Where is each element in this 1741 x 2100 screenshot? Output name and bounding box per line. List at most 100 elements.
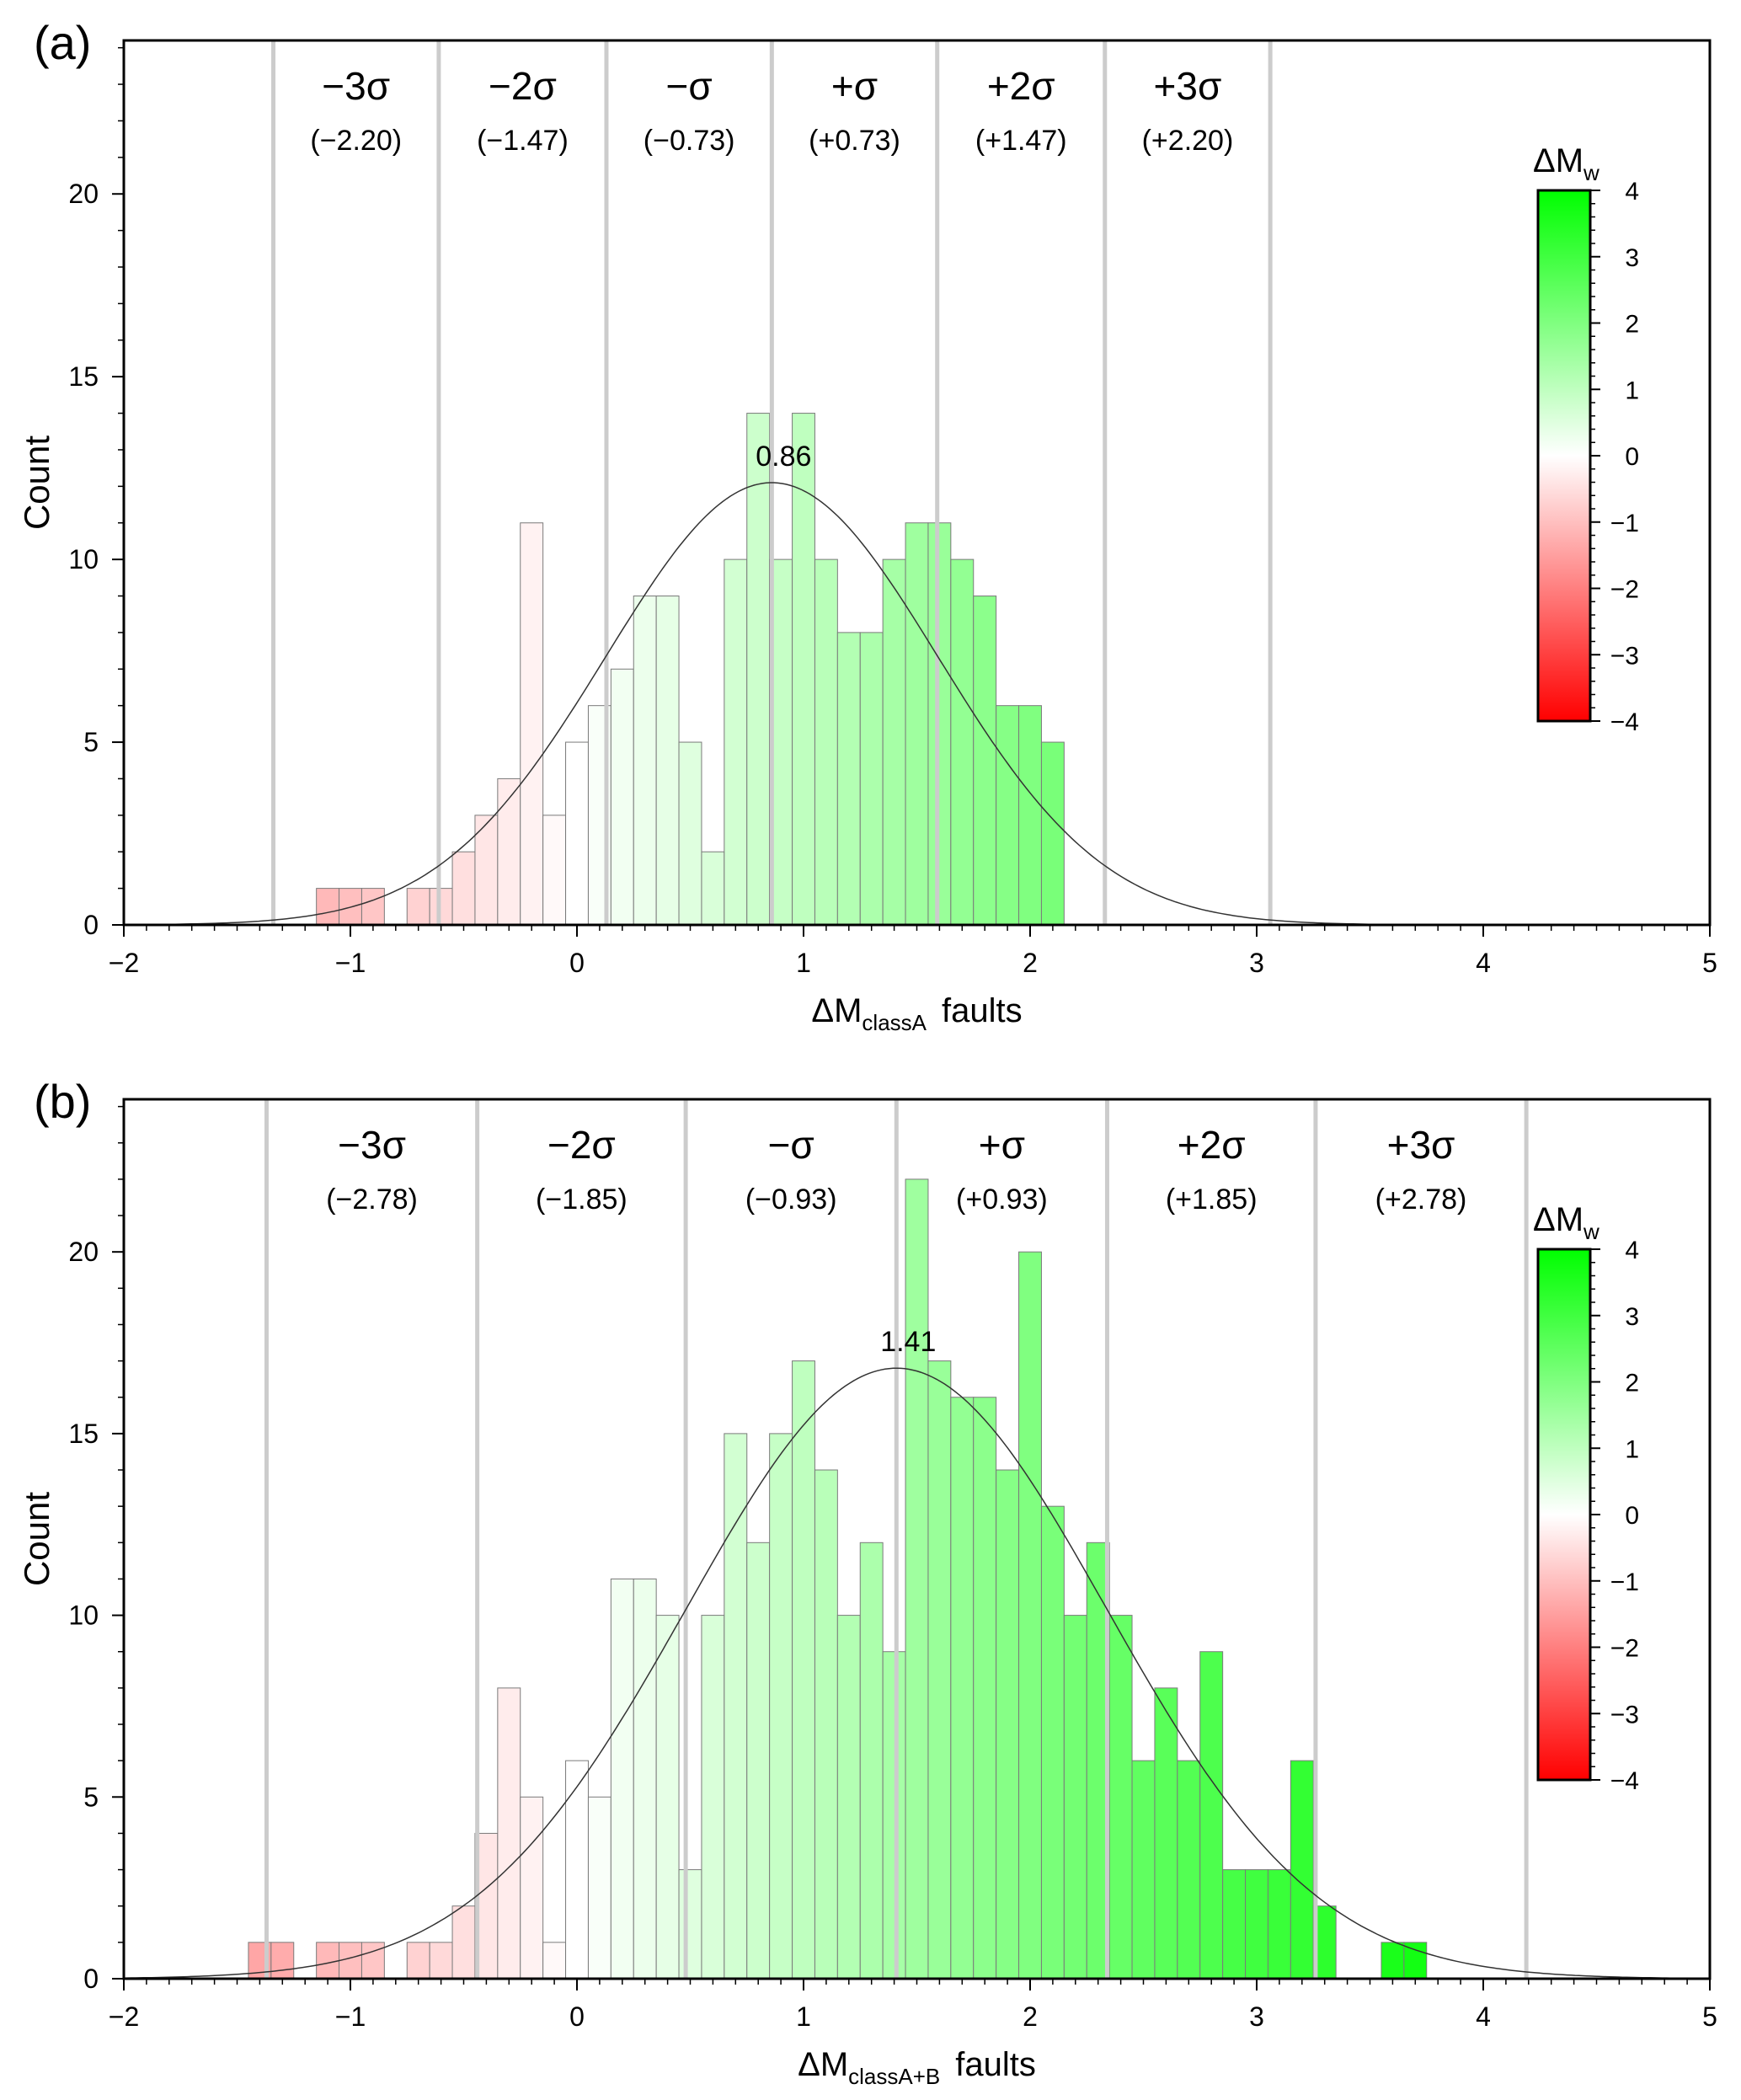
histogram-bar <box>655 596 680 926</box>
histogram-bar <box>1290 1760 1314 1980</box>
histogram-bar <box>1040 741 1065 926</box>
panel-label: (b) <box>34 1075 91 1128</box>
histogram-bar <box>360 1942 385 1980</box>
histogram-bar <box>882 558 906 926</box>
histogram-bar <box>746 1542 771 1980</box>
y-axis-label: Count <box>17 1492 56 1586</box>
histogram-bar <box>678 741 702 926</box>
histogram-bar <box>701 851 725 926</box>
sigma-band-label: +3σ <box>1387 1123 1455 1167</box>
x-tick-label: 3 <box>1249 2001 1264 2032</box>
histogram-bar <box>339 1942 362 1980</box>
histogram-bar <box>746 413 771 926</box>
x-tick-label: 0 <box>569 2001 585 2032</box>
x-tick-label: 0 <box>569 948 585 978</box>
histogram-bar <box>1245 1869 1268 1980</box>
histogram-bar <box>610 668 634 926</box>
histogram-bar <box>927 1360 952 1980</box>
histogram-bar <box>1018 1251 1042 1980</box>
sigma-band-value: (+1.85) <box>1166 1184 1258 1216</box>
histogram-bar <box>474 815 499 926</box>
colorbar-tick-label: 4 <box>1625 178 1639 206</box>
sigma-band-value: (+0.73) <box>809 125 900 157</box>
histogram-bar <box>1154 1687 1178 1980</box>
x-axis-label-tail: faults <box>955 2046 1036 2083</box>
sigma-band-label: +2σ <box>987 64 1055 108</box>
histogram-bar <box>859 1542 884 1980</box>
histogram-bar <box>905 1178 929 1980</box>
histogram-bar <box>996 1469 1020 1980</box>
colorbar <box>1536 189 1592 723</box>
histogram-bar <box>836 632 861 926</box>
sigma-band-value: (−2.78) <box>326 1184 418 1216</box>
y-axis-label: Count <box>17 435 56 530</box>
sigma-band-label: −σ <box>666 64 713 108</box>
histogram-bar <box>769 1433 793 1980</box>
histogram-bar <box>836 1615 861 1980</box>
histogram-bar <box>655 1615 680 1980</box>
x-tick-label: 5 <box>1702 2001 1717 2032</box>
gaussian-fit-curve <box>123 1367 1710 1980</box>
histogram-bar <box>542 815 567 926</box>
y-tick-label: 10 <box>68 1600 99 1631</box>
histogram-bar <box>1199 1651 1224 1980</box>
histogram-bar <box>950 558 975 926</box>
histogram-bar <box>724 1433 748 1980</box>
histogram-bar <box>429 1942 453 1980</box>
sigma-band-label: +σ <box>979 1123 1025 1167</box>
y-tick-label: 10 <box>68 544 99 574</box>
histogram-bar <box>270 1942 295 1980</box>
x-axis-label: ΔMclassA faults <box>811 992 1022 1035</box>
histogram-bar <box>678 1869 702 1980</box>
x-tick-label: 2 <box>1023 2001 1038 2032</box>
colorbar-tick-label: 2 <box>1625 1370 1639 1397</box>
histogram-bar <box>996 705 1020 926</box>
x-tick-label: −2 <box>109 948 139 978</box>
y-tick-label: 0 <box>83 1964 99 1994</box>
panel-b: (b) 1.41 −3σ (−2.78) −2σ (−1.85) −σ (−0.93) +σ (+… <box>17 1075 1717 2089</box>
colorbar-tick-label: 1 <box>1625 377 1639 404</box>
colorbar-title-sub: w <box>1583 160 1599 185</box>
colorbar-tick-label: 1 <box>1625 1435 1639 1463</box>
sigma-band-value: (−1.47) <box>477 125 569 157</box>
histogram-bar <box>1131 1760 1156 1980</box>
histogram-bar <box>316 888 340 926</box>
histogram-bar <box>1403 1942 1428 1980</box>
histogram-bar <box>497 777 521 926</box>
colorbar-title-main: ΔM <box>1533 142 1583 179</box>
x-tick-label: 4 <box>1476 2001 1491 2032</box>
histogram-bar <box>360 888 385 926</box>
histogram-bar <box>814 558 838 926</box>
colorbar-title-main: ΔM <box>1533 1201 1583 1238</box>
histogram-bar <box>701 1615 725 1980</box>
x-axis-label-tail: faults <box>942 992 1023 1029</box>
histogram-bar <box>859 632 884 926</box>
sigma-band-label: +σ <box>831 64 878 108</box>
x-axis-label-main: ΔM <box>798 2046 848 2083</box>
y-tick-label: 5 <box>83 1782 99 1812</box>
histogram-bar <box>520 1796 544 1980</box>
y-tick-label: 20 <box>68 1237 99 1267</box>
mean-label: 0.86 <box>756 441 811 473</box>
x-tick-label: −1 <box>335 948 366 978</box>
colorbar-tick-label: −4 <box>1610 708 1639 736</box>
histogram-bar <box>1018 705 1042 926</box>
colorbar-tick-label: −2 <box>1610 576 1639 604</box>
colorbar-title-sub: w <box>1583 1219 1599 1244</box>
colorbar-tick-label: −2 <box>1610 1635 1639 1663</box>
histogram-bar <box>633 596 657 926</box>
histogram-bar <box>1063 1615 1087 1980</box>
histogram-bar <box>520 522 544 926</box>
histogram-bar <box>1381 1942 1405 1980</box>
histogram-bar <box>451 1905 476 1980</box>
histogram-bar <box>882 1651 906 1980</box>
y-tick-label: 15 <box>68 1419 99 1449</box>
x-tick-label: 1 <box>796 2001 811 2032</box>
histogram-bar <box>316 1942 340 1980</box>
histogram-bar <box>429 888 453 926</box>
x-axis-label-sub: classA <box>862 1010 927 1035</box>
sigma-band-label: −2σ <box>489 64 557 108</box>
sigma-band-value: (−2.20) <box>310 125 402 157</box>
sigma-band-label: +2σ <box>1178 1123 1246 1167</box>
